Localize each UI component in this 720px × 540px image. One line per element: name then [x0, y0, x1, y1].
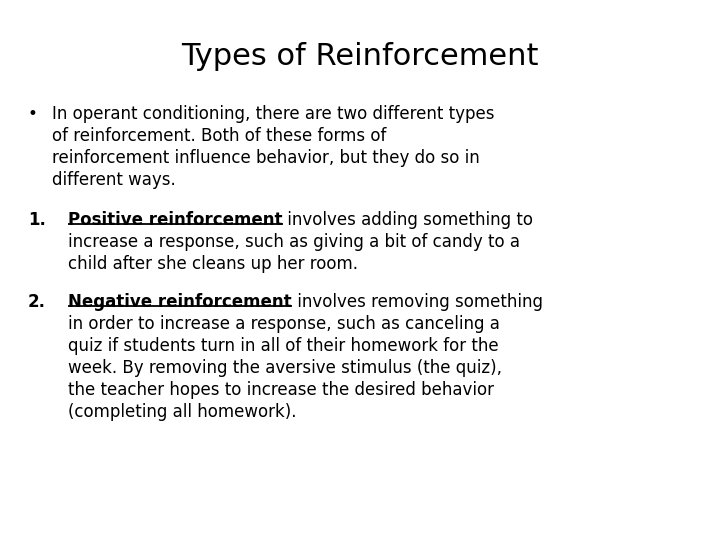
Text: In operant conditioning, there are two different types: In operant conditioning, there are two d… [52, 105, 495, 123]
Text: of reinforcement. Both of these forms of: of reinforcement. Both of these forms of [52, 127, 387, 145]
Text: Types of Reinforcement: Types of Reinforcement [181, 42, 539, 71]
Text: Negative reinforcement: Negative reinforcement [68, 293, 292, 311]
Text: increase a response, such as giving a bit of candy to a: increase a response, such as giving a bi… [68, 233, 520, 251]
Text: 1.: 1. [28, 211, 46, 229]
Text: different ways.: different ways. [52, 171, 176, 189]
Text: week. By removing the aversive stimulus (the quiz),: week. By removing the aversive stimulus … [68, 359, 502, 377]
Text: in order to increase a response, such as canceling a: in order to increase a response, such as… [68, 315, 500, 333]
Text: quiz if students turn in all of their homework for the: quiz if students turn in all of their ho… [68, 337, 499, 355]
Text: (completing all homework).: (completing all homework). [68, 403, 297, 421]
Text: reinforcement influence behavior, but they do so in: reinforcement influence behavior, but th… [52, 149, 480, 167]
Text: •: • [28, 105, 38, 123]
Text: child after she cleans up her room.: child after she cleans up her room. [68, 255, 358, 273]
Text: Positive reinforcement: Positive reinforcement [68, 211, 282, 229]
Text: the teacher hopes to increase the desired behavior: the teacher hopes to increase the desire… [68, 381, 494, 399]
Text: involves removing something: involves removing something [292, 293, 543, 311]
Text: 2.: 2. [28, 293, 46, 311]
Text: involves adding something to: involves adding something to [282, 211, 534, 229]
